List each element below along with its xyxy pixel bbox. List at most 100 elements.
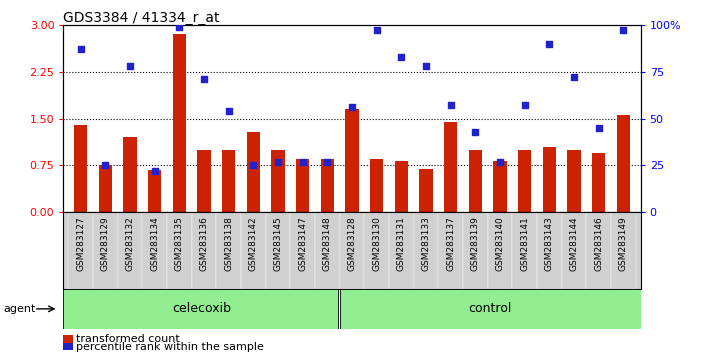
Bar — [617, 115, 630, 212]
Point — [346, 104, 358, 110]
Bar — [365, 212, 389, 289]
Bar — [296, 159, 310, 212]
Bar — [241, 212, 265, 289]
Bar — [562, 212, 586, 289]
Point — [593, 125, 604, 131]
Bar — [216, 212, 241, 289]
Bar — [197, 150, 210, 212]
Bar — [222, 150, 235, 212]
Point — [396, 54, 407, 59]
Bar — [389, 212, 414, 289]
Bar — [611, 212, 636, 289]
Text: GSM283134: GSM283134 — [150, 216, 159, 271]
Bar — [444, 122, 458, 212]
Point — [371, 28, 382, 33]
Text: GSM283136: GSM283136 — [199, 216, 208, 271]
Point — [223, 108, 234, 114]
Bar — [290, 212, 315, 289]
Bar — [537, 212, 562, 289]
Text: GDS3384 / 41334_r_at: GDS3384 / 41334_r_at — [63, 11, 220, 25]
Point — [543, 41, 555, 46]
Bar — [345, 109, 359, 212]
Bar — [370, 159, 384, 212]
Text: GSM283130: GSM283130 — [372, 216, 381, 271]
Bar — [118, 212, 142, 289]
Point — [470, 129, 481, 135]
Text: GSM283149: GSM283149 — [619, 216, 628, 271]
Text: GSM283129: GSM283129 — [101, 216, 110, 271]
Bar — [123, 137, 137, 212]
Bar — [265, 212, 290, 289]
Point — [568, 74, 579, 80]
Text: control: control — [468, 302, 512, 315]
Bar — [63, 289, 339, 329]
Bar — [339, 212, 365, 289]
Point — [174, 24, 185, 29]
Bar — [315, 212, 339, 289]
Bar — [148, 170, 161, 212]
Text: GSM283140: GSM283140 — [496, 216, 505, 271]
Bar — [167, 212, 191, 289]
Bar — [142, 212, 167, 289]
Bar — [320, 159, 334, 212]
Bar — [488, 212, 513, 289]
Text: GSM283135: GSM283135 — [175, 216, 184, 271]
Text: celecoxib: celecoxib — [172, 302, 231, 315]
Point — [297, 159, 308, 165]
Bar — [469, 150, 482, 212]
Bar — [463, 212, 488, 289]
Text: GSM283133: GSM283133 — [422, 216, 431, 271]
Point — [199, 76, 210, 82]
Bar — [543, 147, 556, 212]
Bar — [74, 125, 87, 212]
Point — [100, 162, 111, 168]
Text: GSM283145: GSM283145 — [273, 216, 282, 271]
Bar — [191, 212, 216, 289]
Bar — [567, 150, 581, 212]
Text: agent: agent — [4, 304, 36, 314]
Point — [322, 159, 333, 165]
Text: GSM283148: GSM283148 — [323, 216, 332, 271]
Text: GSM283141: GSM283141 — [520, 216, 529, 271]
Text: GSM283144: GSM283144 — [570, 216, 579, 271]
Bar — [394, 161, 408, 212]
Bar — [68, 212, 93, 289]
Point — [272, 159, 284, 165]
Point — [617, 28, 629, 33]
Text: transformed count: transformed count — [76, 334, 180, 344]
Bar — [414, 212, 439, 289]
Bar — [518, 150, 532, 212]
Bar — [341, 289, 641, 329]
Bar — [592, 153, 605, 212]
Text: GSM283137: GSM283137 — [446, 216, 455, 271]
Point — [519, 103, 530, 108]
Point — [125, 63, 136, 69]
Point — [248, 162, 259, 168]
Point — [420, 63, 432, 69]
Text: GSM283147: GSM283147 — [298, 216, 307, 271]
Bar — [271, 150, 285, 212]
Point — [75, 46, 87, 52]
Text: GSM283132: GSM283132 — [125, 216, 134, 271]
Bar — [172, 34, 186, 212]
Text: GSM283139: GSM283139 — [471, 216, 480, 271]
Text: GSM283146: GSM283146 — [594, 216, 603, 271]
Point — [494, 159, 505, 165]
Text: GSM283128: GSM283128 — [348, 216, 356, 271]
Text: GSM283127: GSM283127 — [76, 216, 85, 271]
Point — [445, 103, 456, 108]
Bar — [494, 161, 507, 212]
Bar — [439, 212, 463, 289]
Text: GSM283142: GSM283142 — [249, 216, 258, 271]
Bar — [586, 212, 611, 289]
Bar — [513, 212, 537, 289]
Text: GSM283143: GSM283143 — [545, 216, 554, 271]
Bar — [246, 132, 260, 212]
Bar — [419, 169, 433, 212]
Text: GSM283131: GSM283131 — [397, 216, 406, 271]
Text: percentile rank within the sample: percentile rank within the sample — [76, 342, 264, 352]
Point — [149, 168, 161, 174]
Bar — [99, 165, 112, 212]
Text: GSM283138: GSM283138 — [224, 216, 233, 271]
Bar — [93, 212, 118, 289]
